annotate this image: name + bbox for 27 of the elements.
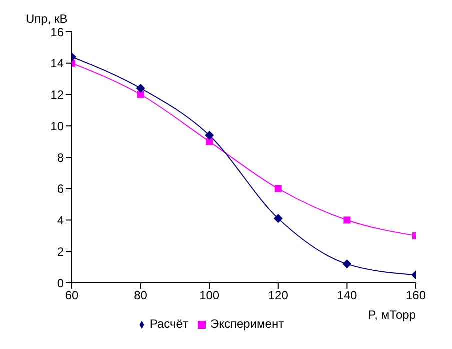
x-axis-title: P, мТорр — [368, 308, 416, 322]
x-tick-label: 160 — [406, 288, 426, 303]
point — [205, 131, 214, 140]
point — [342, 260, 352, 269]
y-tick-label: 2 — [57, 244, 64, 259]
y-tick-label: 12 — [50, 88, 64, 102]
point — [137, 91, 144, 98]
legend-label: Эксперимент — [210, 317, 284, 331]
point — [136, 84, 146, 93]
y-tick-label: 8 — [57, 150, 64, 165]
point — [274, 185, 282, 192]
x-tick-label: 80 — [134, 288, 148, 303]
y-axis-title: Uпр, кВ — [26, 12, 68, 26]
point — [206, 138, 214, 146]
x-tick-label: 120 — [268, 288, 289, 303]
y-tick-label: 0 — [57, 276, 64, 290]
x-tick-label: 140 — [337, 288, 358, 303]
x-tick-label: 100 — [200, 288, 220, 303]
y-tick-label: 6 — [57, 182, 64, 196]
x-tick-label: 60 — [65, 288, 79, 303]
y-tick-label: 16 — [50, 25, 64, 40]
point — [274, 214, 283, 224]
point — [344, 216, 351, 224]
y-tick-label: 4 — [57, 214, 64, 228]
y-tick-label: 10 — [50, 119, 64, 134]
legend-label: Расчёт — [150, 317, 188, 331]
y-tick-label: 14 — [50, 56, 64, 71]
